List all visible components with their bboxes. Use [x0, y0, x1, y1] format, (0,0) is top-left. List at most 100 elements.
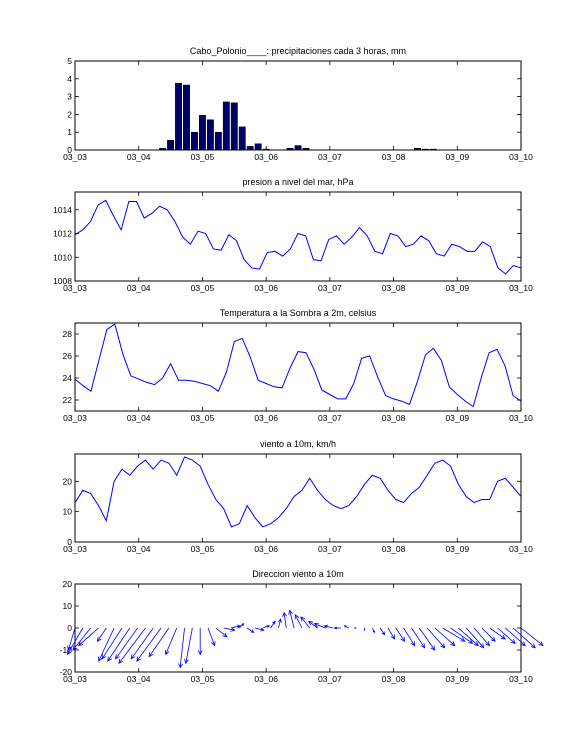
- wind-arrow: [426, 627, 446, 649]
- y-tick-label: 0: [67, 623, 72, 633]
- bar: [262, 148, 270, 151]
- wind-arrow-head: [450, 641, 456, 647]
- wind-arrow-head: [372, 630, 375, 634]
- wind-arrow-head: [250, 629, 255, 633]
- wind-arrow-head: [230, 627, 236, 632]
- y-tick-label: 1: [67, 127, 72, 137]
- x-tick-label: 03_08: [382, 283, 406, 293]
- wind-arrow: [379, 627, 385, 635]
- wind-arrow-head: [211, 641, 216, 647]
- wind-arrow-head: [266, 625, 271, 629]
- panel-4: Direccion viento a 10m 03_03 03_04 03_05 03_…: [60, 569, 544, 684]
- y-tick-label: 22: [63, 395, 73, 405]
- wind-arrow: [101, 627, 123, 660]
- wind-arrow-head: [66, 649, 72, 656]
- y-tick-label: 26: [63, 351, 73, 361]
- wind-arrow-head: [538, 641, 544, 647]
- bar: [414, 147, 421, 151]
- wind-arrow-head: [308, 620, 314, 626]
- wind-arrow-head: [260, 627, 265, 632]
- x-tick-label: 03_03: [63, 413, 87, 423]
- wind-arrow: [130, 627, 154, 660]
- wind-arrow: [165, 627, 178, 655]
- wind-arrow: [473, 627, 490, 646]
- wind-arrow-head: [241, 622, 245, 627]
- wind-arrow-head: [410, 641, 416, 647]
- wind-arrow-head: [473, 641, 479, 647]
- bar: [175, 83, 182, 151]
- bar: [302, 147, 310, 151]
- wind-arrow-head: [510, 639, 516, 644]
- series-line: [74, 323, 522, 408]
- wind-arrow: [387, 627, 395, 640]
- wind-arrow: [497, 627, 516, 644]
- wind-arrow: [403, 627, 415, 646]
- bar: [238, 126, 246, 151]
- axes-frame: [74, 322, 522, 412]
- wind-arrow-head: [236, 624, 242, 629]
- x-tick-label: 03_07: [318, 544, 342, 554]
- wind-arrow-head: [300, 616, 306, 622]
- wind-arrow: [98, 627, 115, 662]
- wind-arrow-head: [178, 663, 183, 669]
- wind-arrow-head: [130, 654, 136, 660]
- y-tick-label: 5: [67, 56, 72, 66]
- wind-arrow-head: [72, 645, 78, 651]
- wind-arrow: [270, 621, 276, 629]
- x-tick-label: 03_03: [63, 674, 87, 684]
- x-tick-label: 03_06: [254, 413, 278, 423]
- bar: [191, 131, 198, 151]
- axes-frame: [74, 453, 522, 543]
- x-tick-label: 03_07: [318, 283, 342, 293]
- wind-arrow: [148, 627, 170, 657]
- x-tick-label: 03_09: [445, 674, 469, 684]
- axes-frame: [74, 60, 522, 151]
- wind-arrow: [215, 627, 228, 638]
- wind-arrow-head: [148, 652, 154, 658]
- wind-arrow: [283, 612, 287, 629]
- x-tick-label: 03_08: [382, 544, 406, 554]
- series-line: [74, 199, 522, 275]
- wind-arrow-head: [272, 620, 276, 625]
- bar: [183, 84, 190, 151]
- panel-1: presion a nivel del mar, hPa 03_03 03_04 03…: [53, 177, 533, 293]
- wind-arrow: [314, 623, 326, 629]
- x-tick-label: 03_06: [254, 283, 278, 293]
- panel-title: Direccion viento a 10m: [252, 569, 344, 579]
- wind-arrow: [262, 625, 270, 629]
- y-tick-label: 28: [63, 329, 73, 339]
- x-tick-label: 03_09: [445, 152, 469, 162]
- bar: [167, 139, 175, 151]
- wind-arrow: [72, 627, 91, 651]
- wind-arrow-head: [197, 650, 203, 656]
- x-tick-label: 03_05: [191, 674, 215, 684]
- wind-arrow: [434, 627, 455, 646]
- wind-arrow-head: [440, 643, 446, 649]
- panel-title: Temperatura a la Sombra a 2m, celsius: [220, 308, 377, 318]
- y-tick-label: 1012: [53, 229, 72, 239]
- bar: [198, 115, 206, 151]
- bar: [246, 146, 254, 151]
- wind-arrow-head: [313, 622, 319, 628]
- panel-3: viento a 10m, km/h 03_03 03_04 03_05 03_06 03…: [63, 439, 534, 554]
- wind-arrow: [505, 627, 526, 646]
- y-tick-label: 1010: [53, 252, 72, 262]
- axes-frame: [74, 191, 522, 282]
- bar: [206, 119, 214, 151]
- wind-arrow-head: [97, 636, 102, 642]
- wind-arrow-head: [136, 656, 142, 662]
- wind-arrow-head: [165, 649, 170, 656]
- bar: [214, 131, 222, 151]
- panel-title: Cabo_Polonio____: precipitaciones cada 3…: [190, 46, 406, 56]
- wind-arrow: [179, 627, 185, 668]
- axes-frame: [74, 583, 522, 673]
- wind-arrow: [324, 625, 334, 629]
- y-tick-label: 2: [67, 109, 72, 119]
- panel-title: presion a nivel del mar, hPa: [242, 177, 353, 187]
- wind-arrow: [489, 627, 506, 640]
- panel-2: Temperatura a la Sombra a 2m, celsius 03_…: [63, 308, 534, 423]
- x-tick-label: 03_04: [127, 283, 151, 293]
- series-line: [74, 456, 522, 528]
- wind-arrow: [418, 627, 436, 651]
